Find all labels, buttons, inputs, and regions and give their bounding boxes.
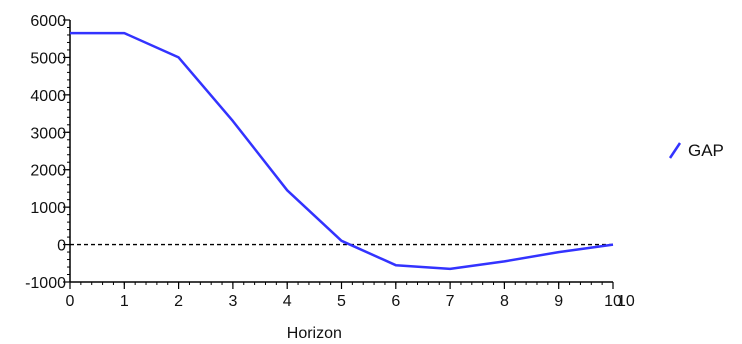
x-tick-label: 7 — [446, 293, 455, 310]
x-tick-label: 2 — [174, 293, 183, 310]
y-tick-label: -1000 — [25, 275, 66, 292]
x-tick-label: 3 — [228, 293, 237, 310]
y-tick-label: 6000 — [30, 13, 66, 30]
y-tick-label: 4000 — [30, 88, 66, 105]
x-tick-label: 8 — [500, 293, 509, 310]
x-tick-label: 1 — [120, 293, 129, 310]
legend-label-gap: GAP — [688, 141, 724, 160]
series-layer — [70, 31, 614, 271]
x-tick-label: 9 — [554, 293, 563, 310]
x-extra-tick-label: 10 — [617, 293, 635, 310]
y-axis: -1000 0 1000 2000 3000 4000 5000 6000 — [25, 13, 71, 292]
y-tick-label: 2000 — [30, 163, 66, 180]
y-tick-label: 0 — [57, 238, 66, 255]
x-axis-title: Horizon — [287, 325, 342, 342]
x-tick-label: 4 — [283, 293, 292, 310]
legend-swatch-gap — [668, 142, 682, 159]
x-tick-label: 5 — [337, 293, 346, 310]
x-tick-label: 6 — [391, 293, 400, 310]
series-line-gap — [70, 31, 614, 271]
y-tick-label: 1000 — [30, 200, 66, 217]
x-axis: 0 1 2 3 4 5 6 7 8 9 10 — [66, 281, 622, 310]
y-tick-label: 5000 — [30, 50, 66, 67]
x-tick-label: 0 — [66, 293, 75, 310]
legend: GAP — [668, 141, 724, 160]
x-tick-label: 10 — [604, 293, 622, 310]
y-tick-label: 3000 — [30, 125, 66, 142]
